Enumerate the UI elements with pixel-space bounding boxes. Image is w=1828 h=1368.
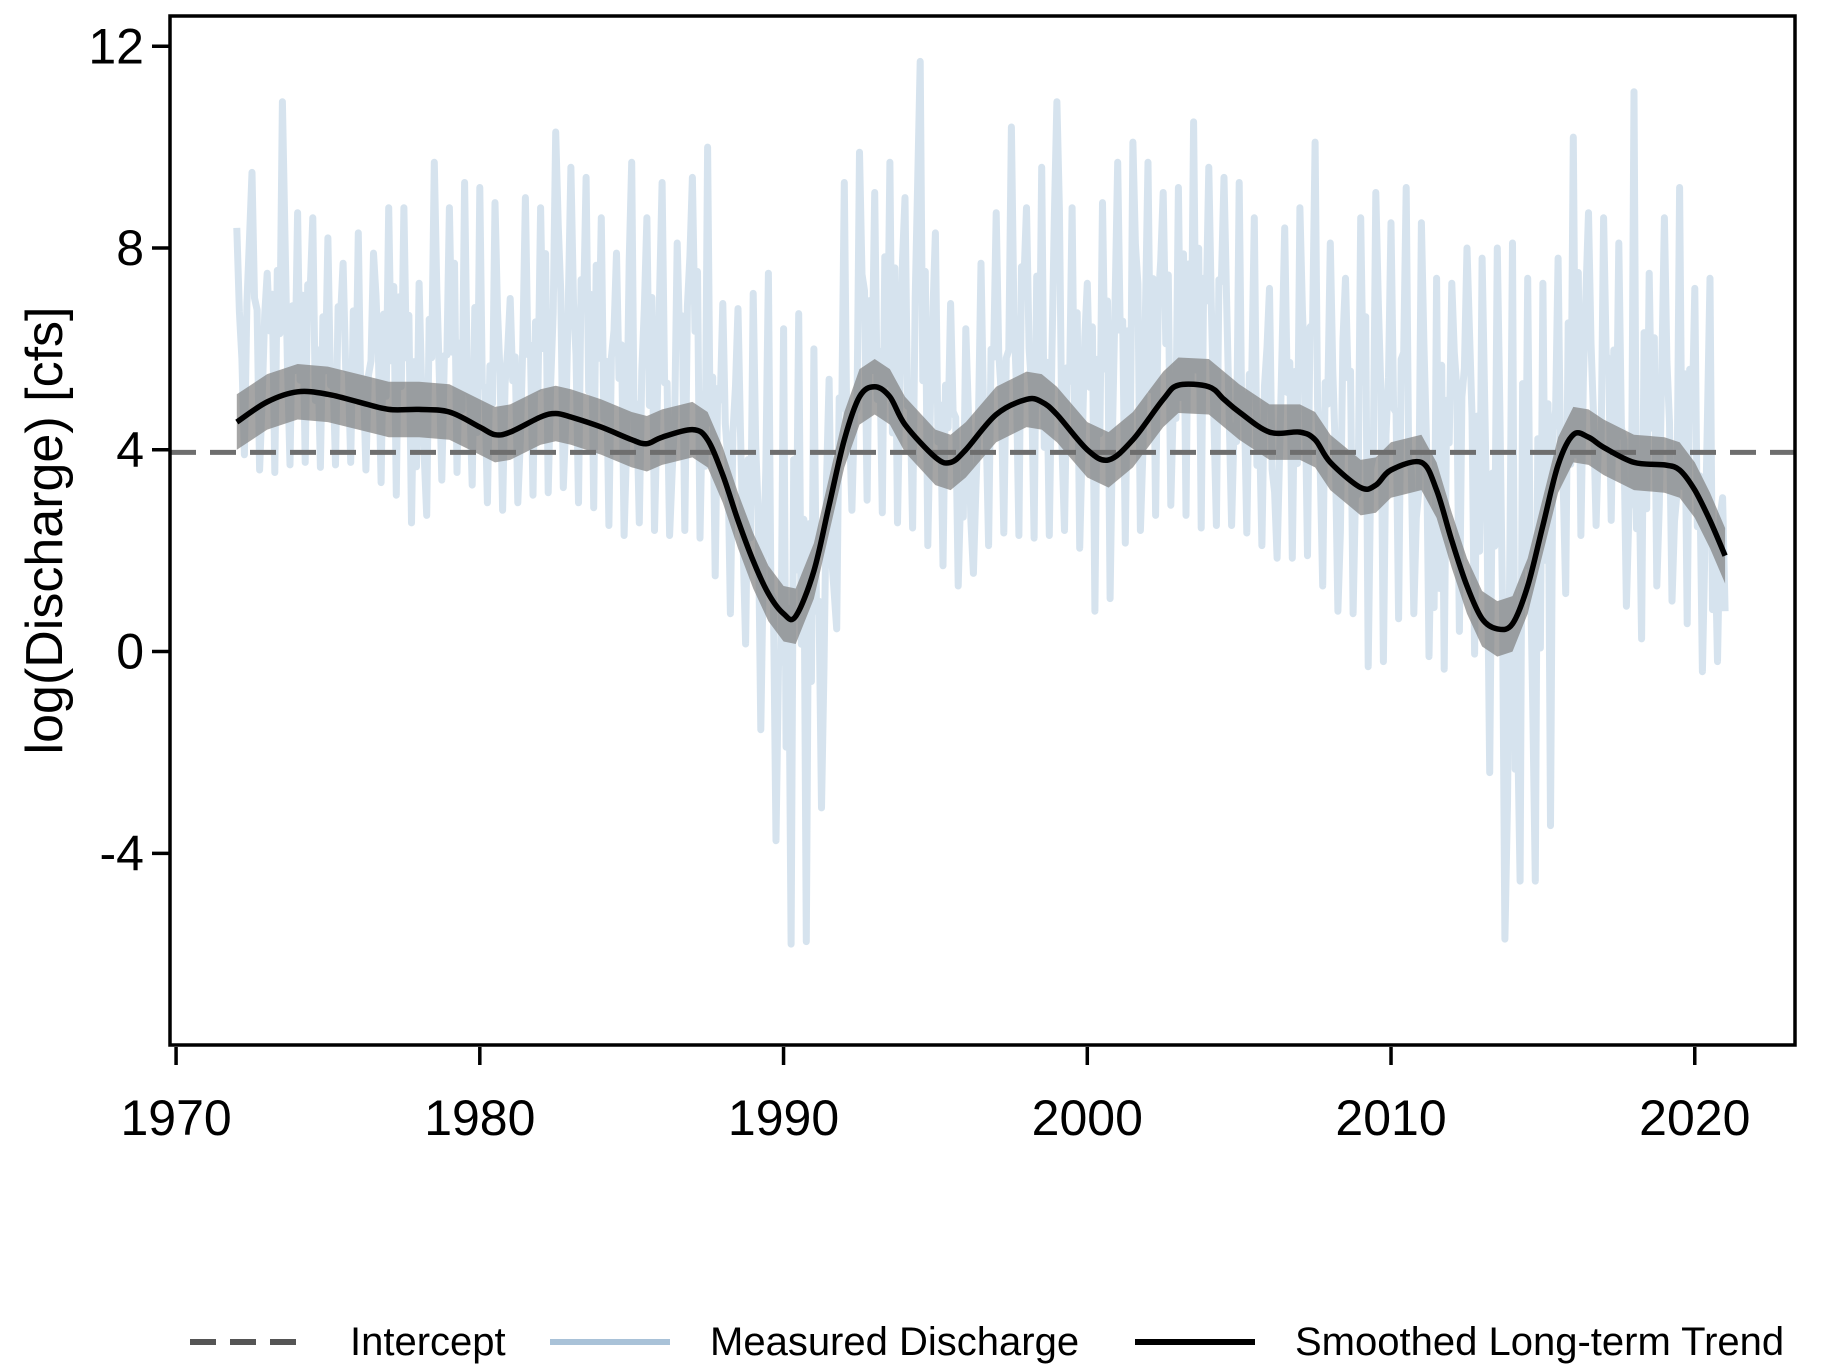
x-tick-label: 1990 [728,1090,839,1146]
x-tick-label: 2000 [1032,1090,1143,1146]
x-tick-label: 2020 [1639,1090,1750,1146]
y-tick-label: 0 [116,624,144,680]
y-tick-label: 4 [116,422,144,478]
x-tick-label: 1980 [424,1090,535,1146]
y-axis-label: log(Discharge) [cfs] [16,307,74,755]
y-tick-label: -4 [100,825,144,881]
smoothed-trend-line [235,381,1728,633]
legend-label: Measured Discharge [710,1320,1079,1364]
x-tick-label: 1970 [120,1090,231,1146]
legend-label: Smoothed Long-term Trend [1295,1320,1784,1364]
legend-label: Intercept [350,1320,506,1364]
x-axis: 1970 1980 1990 2000 2010 2020 [120,1047,1750,1146]
plot-area [170,57,1795,948]
y-axis: 12 8 4 0 -4 [88,18,170,881]
y-tick-label: 8 [116,220,144,276]
x-tick-label: 2010 [1335,1090,1446,1146]
legend: Intercept Measured Discharge Smoothed Long… [190,1320,1784,1364]
measured-discharge-line [233,57,1729,948]
plot-frame [168,14,1797,1047]
y-tick-label: 12 [88,18,144,74]
